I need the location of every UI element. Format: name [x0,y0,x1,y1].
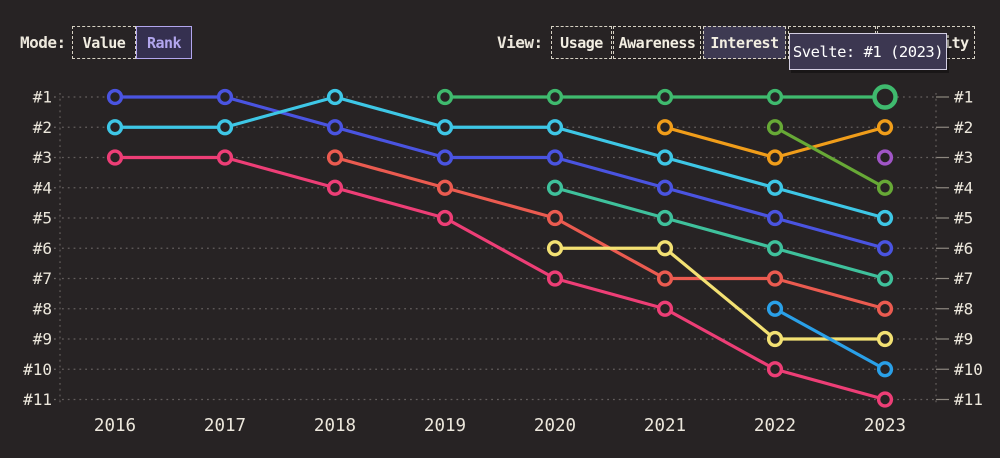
rank-label-left-#4: #4 [33,178,52,197]
rank-label-right-#7: #7 [954,269,973,288]
point-green-2020[interactable] [546,88,564,106]
point-olive-2022[interactable] [766,119,784,136]
mode-button-rank[interactable]: Rank [136,26,192,59]
series-line-cyan[interactable] [113,95,887,220]
rank-label-left-#3: #3 [33,148,52,167]
point-cyan-2022[interactable] [766,179,784,196]
series-line-sky[interactable] [773,307,887,371]
view-button-awareness[interactable]: Awareness [613,26,701,59]
rank-label-left-#1: #1 [33,88,52,107]
point-blue-2016[interactable] [106,88,124,106]
rank-label-right-#11: #11 [954,390,983,409]
rank-label-right-#2: #2 [954,118,973,137]
rank-label-left-#5: #5 [33,209,52,228]
rank-label-right-#6: #6 [954,239,973,258]
rank-label-left-#11: #11 [23,390,52,409]
point-teal-2022[interactable] [766,240,784,257]
view-button-interest[interactable]: Interest [703,26,786,59]
rank-label-left-#2: #2 [33,118,52,137]
rank-label-right-#1: #1 [954,88,973,107]
tooltip-svelte-rank: Svelte: #1 (2023) [789,33,947,70]
point-tomato-2021[interactable] [656,270,674,287]
point-cyan-2016[interactable] [106,119,124,136]
year-label-2018: 2018 [314,416,356,436]
series-line-olive[interactable] [773,125,887,190]
year-label-2020: 2020 [534,416,576,436]
point-sky-2022[interactable] [766,300,784,317]
point-pink-2022[interactable] [766,361,784,378]
point-blue-2023[interactable] [876,240,894,257]
point-cyan-2020[interactable] [546,119,564,136]
rank-label-left-#6: #6 [33,239,52,258]
rank-label-left-#8: #8 [33,299,52,318]
series-line-tomato[interactable] [333,155,887,311]
rank-label-right-#10: #10 [954,360,983,379]
point-cyan-2017[interactable] [216,119,234,136]
point-tomato-2022[interactable] [766,270,784,287]
point-yellow-2022[interactable] [766,330,784,348]
mode-label: Mode: [20,33,66,52]
rank-label-right-#3: #3 [954,148,973,167]
series-line-teal[interactable] [553,186,887,281]
point-pink-2018[interactable] [326,179,344,196]
point-blue-2018[interactable] [326,119,344,136]
point-tomato-2023[interactable] [876,300,894,317]
series-line-pink[interactable] [113,155,887,402]
point-tomato-2019[interactable] [436,179,454,196]
point-olive-2023[interactable] [876,179,894,196]
point-orange-2021[interactable] [656,119,674,136]
rank-label-right-#9: #9 [954,330,973,349]
mode-button-value[interactable]: Value [72,26,136,59]
point-yellow-2021[interactable] [656,240,674,257]
rank-label-left-#7: #7 [33,269,52,288]
year-label-2017: 2017 [204,416,246,436]
point-green-2021[interactable] [656,88,674,106]
rank-label-left-#10: #10 [23,360,52,379]
point-orange-2022[interactable] [766,149,784,166]
point-sky-2023[interactable] [876,361,894,378]
point-cyan-2018[interactable] [326,88,344,106]
year-label-2021: 2021 [644,416,686,436]
point-yellow-2023[interactable] [876,330,894,348]
point-pink-2019[interactable] [436,209,454,227]
point-cyan-2019[interactable] [436,119,454,136]
view-label: View: [497,33,543,52]
rank-label-right-#5: #5 [954,209,973,228]
point-blue-2021[interactable] [656,179,674,196]
point-orange-2023[interactable] [876,119,894,136]
point-blue-2020[interactable] [546,149,564,166]
year-label-2023: 2023 [864,416,906,436]
point-cyan-2023[interactable] [876,209,894,227]
rank-label-right-#8: #8 [954,299,973,318]
point-pink-2016[interactable] [106,149,124,166]
view-button-usage[interactable]: Usage [551,26,612,59]
point-yellow-2020[interactable] [546,240,564,257]
rank-label-left-#9: #9 [33,330,52,349]
point-blue-2017[interactable] [216,88,234,106]
point-green-2022[interactable] [766,88,784,106]
point-tomato-2018[interactable] [326,149,344,166]
point-teal-2023[interactable] [876,270,894,287]
point-teal-2021[interactable] [656,209,674,227]
point-green-2019[interactable] [436,88,454,106]
point-pink-2021[interactable] [656,300,674,317]
point-cyan-2021[interactable] [656,149,674,166]
point-pink-2023[interactable] [876,391,894,408]
point-pink-2017[interactable] [216,149,234,166]
year-label-2022: 2022 [754,416,796,436]
year-label-2016: 2016 [94,416,136,436]
point-green-2023-highlighted[interactable] [872,84,898,110]
rank-label-right-#4: #4 [954,178,973,197]
point-teal-2020[interactable] [546,179,564,196]
tooltip-text: Svelte: #1 (2023) [792,42,944,61]
point-blue-2019[interactable] [436,149,454,166]
year-label-2019: 2019 [424,416,466,436]
point-pink-2020[interactable] [546,270,564,287]
point-purple-2023[interactable] [876,149,894,166]
series-line-blue[interactable] [113,95,887,250]
point-blue-2022[interactable] [766,209,784,227]
point-tomato-2020[interactable] [546,209,564,227]
